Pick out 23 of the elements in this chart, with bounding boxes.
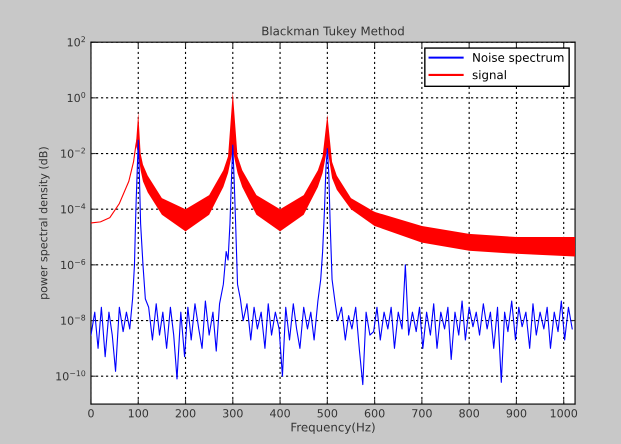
x-tick-label: 300	[223, 409, 243, 418]
x-tick-label: 500	[318, 409, 338, 418]
x-tick-label: 800	[459, 409, 480, 418]
y-tick-label: 10$^{−8}$	[61, 314, 86, 325]
legend-label: signal	[472, 70, 506, 82]
y-tick-label: 10$^{−2}$	[61, 148, 85, 158]
legend-label: Noise spectrum	[473, 52, 564, 64]
x-tick-label: 200	[176, 409, 196, 418]
y-tick-label: 10$^{−4}$	[61, 203, 86, 214]
x-axis-title: Frequency(Hz)	[292, 422, 375, 434]
x-tick-label: 900	[506, 409, 526, 418]
x-tick-label: 100	[128, 409, 148, 418]
x-tick-label: 600	[364, 409, 384, 418]
x-tick-label: 700	[412, 409, 432, 418]
y-axis-title: power spectral density (dB)	[38, 147, 50, 299]
y-tick-label: 10$^{−10}$	[56, 370, 86, 380]
x-tick-label: 0	[88, 409, 94, 418]
y-tick-label: 10$^{2}$	[68, 36, 85, 46]
x-tick-label: 400	[270, 409, 290, 418]
chart-title: Blackman Tukey Method	[262, 26, 404, 38]
y-tick-label: 10$^{−6}$	[61, 258, 86, 270]
y-tick-label: 10$^{0}$	[68, 92, 86, 102]
x-tick-label: 1000	[550, 409, 578, 418]
